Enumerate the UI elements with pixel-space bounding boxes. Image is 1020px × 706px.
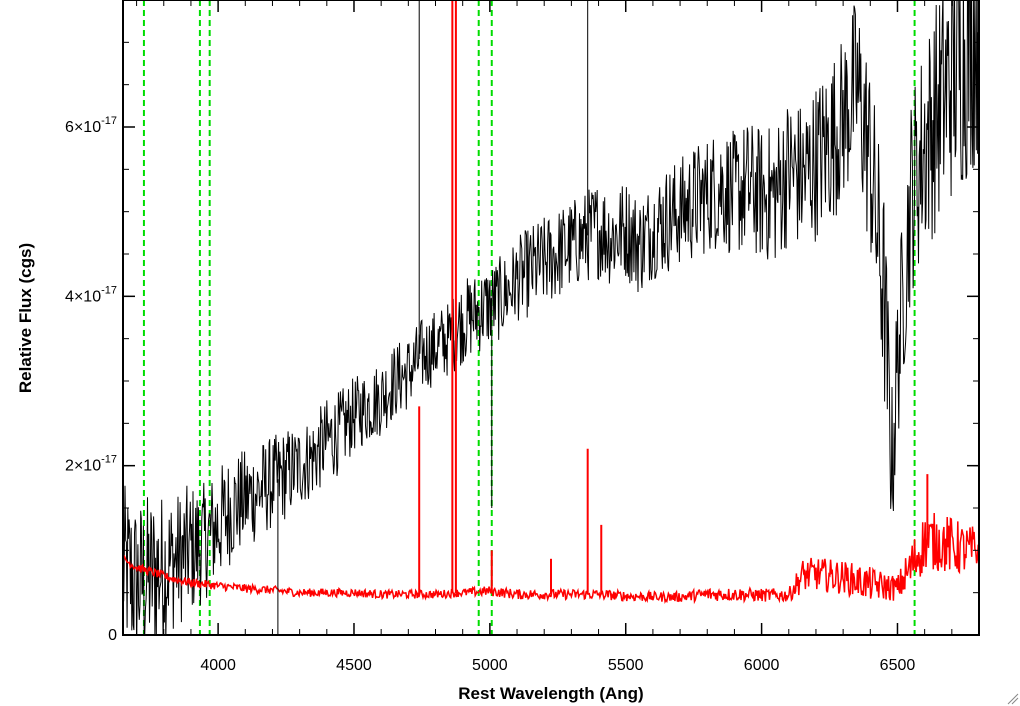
plot-frame: [122, 0, 980, 636]
series-layer: [123, 0, 979, 635]
spectrum-series-red: [123, 512, 979, 605]
x-tick-label: 4000: [200, 657, 236, 674]
x-tick-label: 5000: [472, 657, 508, 674]
y-tick-label: 0: [108, 627, 117, 644]
x-tick-label: 4500: [336, 657, 372, 674]
x-tick-label: 6500: [880, 657, 916, 674]
y-tick-label: 4×10-17: [65, 284, 117, 305]
resize-grip-icon[interactable]: [1007, 693, 1019, 705]
y-tick-label: 6×10-17: [65, 115, 117, 136]
reference-lines: [142, 0, 916, 635]
x-tick-labels: 4000 4500 5000 5500 6000 6500: [200, 657, 915, 674]
y-axis-label: Relative Flux (cgs): [16, 243, 35, 393]
x-axis-label: Rest Wavelength (Ang): [458, 684, 643, 703]
spectrum-series-black: [123, 0, 979, 635]
y-tick-labels: 0 2×10-17 4×10-17 6×10-17: [65, 115, 117, 644]
y-tick-label: 2×10-17: [65, 454, 117, 475]
x-tick-label: 5500: [608, 657, 644, 674]
axes: [122, 0, 980, 636]
x-tick-label: 6000: [744, 657, 780, 674]
